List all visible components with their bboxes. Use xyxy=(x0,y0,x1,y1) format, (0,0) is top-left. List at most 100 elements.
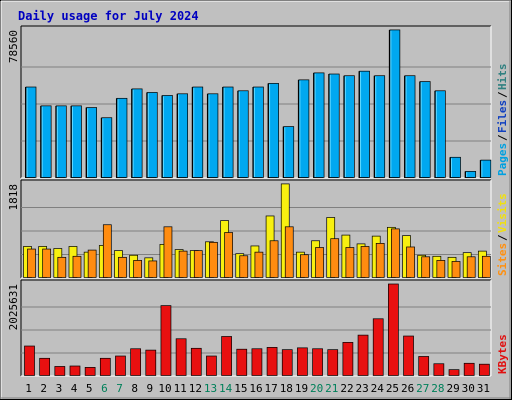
sites-bar xyxy=(254,251,264,278)
kbytes-bar xyxy=(281,349,293,376)
sites-bar xyxy=(72,255,82,278)
sites-bar xyxy=(163,226,173,278)
kbytes-bar xyxy=(312,348,323,376)
day-label: 2 xyxy=(40,382,47,395)
kbytes-bar xyxy=(403,335,414,376)
sites-bar xyxy=(300,254,309,278)
ymax-label: 1818 xyxy=(7,184,20,211)
files-bar xyxy=(25,86,37,178)
files-bar xyxy=(131,88,143,178)
sites-bar xyxy=(178,250,188,278)
sites-bar xyxy=(148,260,158,278)
day-label: 18 xyxy=(280,382,293,395)
files-bar xyxy=(40,105,52,178)
day-label: 8 xyxy=(131,382,138,395)
files-bar xyxy=(268,83,279,178)
sites-bar xyxy=(224,232,233,278)
files-bar xyxy=(177,93,188,178)
files-bar xyxy=(55,105,67,178)
sites-bar xyxy=(330,238,340,278)
chart-title: Daily usage for July 2024 xyxy=(18,9,199,23)
files-bar xyxy=(71,105,82,178)
kbytes-bar xyxy=(297,347,308,376)
legend-files: Files xyxy=(496,100,509,133)
kbytes-bar xyxy=(433,363,445,376)
files-bar xyxy=(298,79,310,178)
kbytes-bar xyxy=(99,357,111,376)
kbytes-bar xyxy=(418,356,430,376)
sites-bar xyxy=(57,256,67,278)
day-label: 23 xyxy=(356,382,369,395)
kbytes-bar xyxy=(24,345,35,376)
day-label: 7 xyxy=(116,382,123,395)
kbytes-bar xyxy=(190,347,202,376)
files-bar xyxy=(404,75,416,178)
kbytes-bar xyxy=(342,342,354,376)
day-label: 28 xyxy=(431,382,444,395)
sites-bar xyxy=(87,249,97,278)
legend-sites: Sites xyxy=(496,243,509,276)
legend-separator: / xyxy=(496,134,509,141)
ymax-label: 2025631 xyxy=(7,284,20,330)
sites-bar xyxy=(315,247,324,278)
files-bar xyxy=(435,90,446,178)
sites-bar xyxy=(345,247,355,278)
day-label: 16 xyxy=(249,382,262,395)
sites-bar xyxy=(360,246,370,278)
day-label: 30 xyxy=(462,382,475,395)
sites-bar xyxy=(193,250,203,278)
sites-bar xyxy=(27,248,36,278)
files-bar xyxy=(359,70,370,178)
kbytes-bar xyxy=(448,369,460,376)
sites-bar xyxy=(269,240,279,278)
sites-bar xyxy=(42,248,52,278)
kbytes-bar xyxy=(463,362,475,376)
files-bar xyxy=(313,72,325,178)
legend-visits: Visits xyxy=(496,193,509,233)
kbytes-bar xyxy=(327,349,339,376)
files-bar xyxy=(480,159,492,178)
sites-bar xyxy=(209,241,218,278)
day-label: 25 xyxy=(386,382,399,395)
kbytes-bar xyxy=(388,283,399,376)
files-bar xyxy=(253,86,264,178)
files-bar xyxy=(86,107,97,178)
day-label: 21 xyxy=(325,382,338,395)
day-label: 27 xyxy=(416,382,429,395)
kbytes-bar xyxy=(69,365,81,376)
files-bar xyxy=(374,75,386,178)
files-bar xyxy=(237,90,249,178)
day-label: 4 xyxy=(71,382,78,395)
kbytes-bar xyxy=(160,305,172,376)
sites-bar xyxy=(102,224,112,278)
files-bar xyxy=(116,97,128,178)
kbytes-bar xyxy=(372,318,384,376)
day-label: 24 xyxy=(371,382,385,395)
sites-bar xyxy=(406,246,415,278)
day-label: 9 xyxy=(147,382,154,395)
day-label: 29 xyxy=(446,382,459,395)
files-bar xyxy=(207,93,219,178)
files-bar xyxy=(389,29,401,178)
kbytes-bar xyxy=(145,349,157,376)
day-label: 13 xyxy=(204,382,217,395)
sites-bar xyxy=(239,255,249,278)
day-label: 5 xyxy=(86,382,93,395)
day-label: 12 xyxy=(189,382,202,395)
kbytes-bar xyxy=(251,348,263,376)
kbytes-bar xyxy=(130,348,141,376)
sites-bar xyxy=(375,243,385,278)
kbytes-bar xyxy=(175,338,187,376)
day-label: 31 xyxy=(477,382,490,395)
kbytes-bar xyxy=(478,363,490,376)
legend-kbytes: KBytes xyxy=(496,334,509,374)
legend-separator: / xyxy=(496,234,509,241)
day-label: 10 xyxy=(158,382,171,395)
kbytes-bar xyxy=(236,348,248,376)
sites-bar xyxy=(133,260,142,278)
kbytes-bar xyxy=(206,355,217,376)
files-bar xyxy=(419,81,431,178)
kbytes-bar xyxy=(266,347,278,376)
